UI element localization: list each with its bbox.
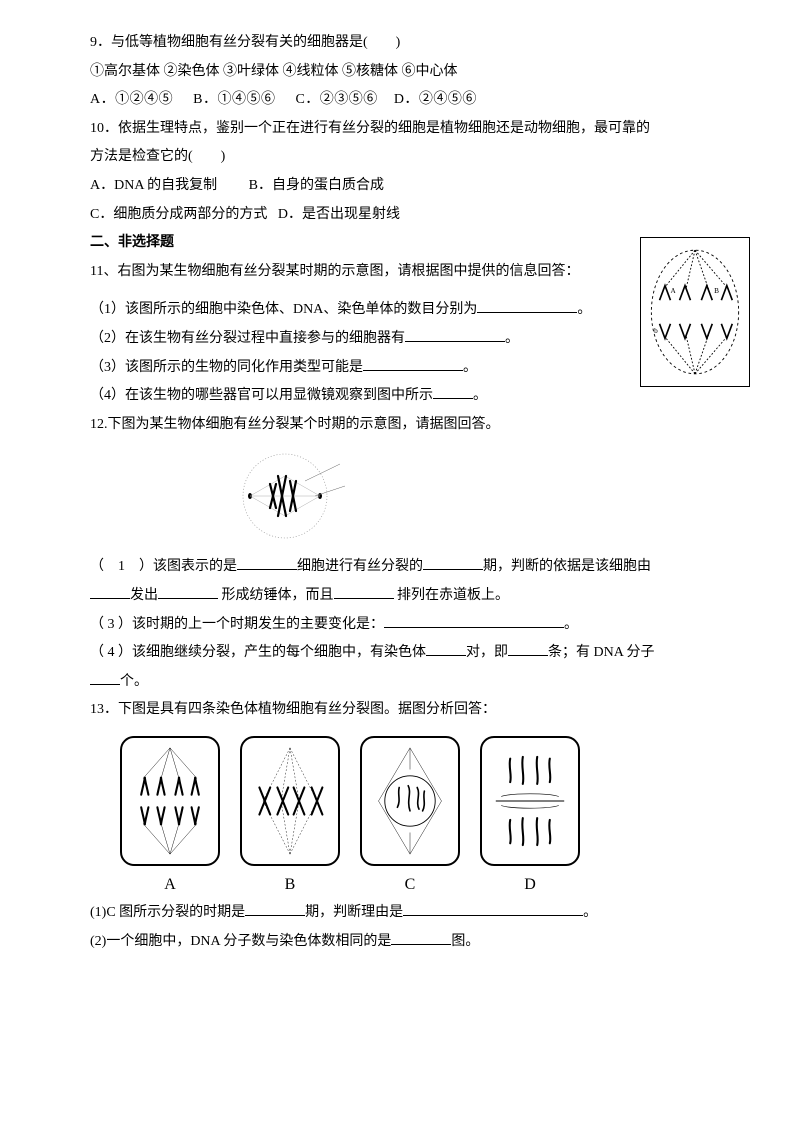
q9-items: ①高尔基体 ②染色体 ③叶绿体 ④线粒体 ⑤核糖体 ⑥中心体 (90, 59, 730, 86)
q9-stem: 9．与低等植物细胞有丝分裂有关的细胞器是( ) (90, 30, 730, 57)
q11-p1a: （1）该图所示的细胞中染色体、DNA、染色单体的数目分别为 (90, 302, 477, 317)
blank (477, 299, 577, 313)
q10-stem2: 方法是检查它的( ) (90, 144, 730, 171)
q13-p1: (1)C 图所示分裂的时期是 期，判断理由是 。 (90, 900, 730, 927)
q11-p2: （2）在该生物有丝分裂过程中直接参与的细胞器有 。 (90, 326, 730, 353)
blank (384, 614, 564, 628)
q9-optA: A．①②④⑤ (90, 92, 173, 107)
blank (508, 642, 548, 656)
q12-p3a: （ 3 ）该时期的上一个时期发生的主要变化是： (90, 617, 384, 632)
section-title: 二、非选择题 (90, 230, 730, 257)
q12-p4a: （ 4 ）该细胞继续分裂，产生的每个细胞中，有染色体 (90, 645, 426, 660)
blank (403, 902, 583, 916)
q11-p1: （1）该图所示的细胞中染色体、DNA、染色单体的数目分别为 。 (90, 297, 730, 324)
q11-p3: （3）该图所示的生物的同化作用类型可能是 。 (90, 355, 730, 382)
q10-optC: C．细胞质分成两部分的方式 (90, 207, 267, 222)
q13-fig-c (360, 736, 460, 866)
blank (237, 556, 297, 570)
q12-p2b: 形成纺锤体，而且 (218, 588, 334, 603)
q13-p2a: (2)一个细胞中，DNA 分子数与染色体数相同的是 (90, 934, 391, 949)
q10-optA: A．DNA 的自我复制 (90, 178, 217, 193)
blank (405, 328, 505, 342)
svg-text:A: A (670, 287, 676, 295)
q10-optB: B．自身的蛋白质合成 (249, 178, 384, 193)
q13-p1a: (1)C 图所示分裂的时期是 (90, 905, 245, 920)
q9-optC: C．②③⑤⑥ (295, 92, 377, 107)
svg-text:B: B (714, 287, 719, 295)
label-a: A (120, 870, 220, 900)
blank (90, 585, 130, 599)
q13-p2b: 图。 (451, 934, 479, 949)
q9-options: A．①②④⑤ B．①④⑤⑥ C．②③⑤⑥ D．②④⑤⑥ (90, 87, 730, 114)
q13-fig-a (120, 736, 220, 866)
q12-p4d: 个。 (120, 674, 148, 689)
label-d: D (480, 870, 580, 900)
q13-stem: 13．下图是具有四条染色体植物细胞有丝分裂图。据图分析回答： (90, 697, 730, 724)
q12-p4-line2: 个。 (90, 669, 730, 696)
blank (158, 585, 218, 599)
q11-p2a: （2）在该生物有丝分裂过程中直接参与的细胞器有 (90, 331, 405, 346)
q13-p1b: 期，判断理由是 (305, 905, 403, 920)
q12-p3: （ 3 ）该时期的上一个时期发生的主要变化是： 。 (90, 612, 730, 639)
label-c: C (360, 870, 460, 900)
q10-optD: D．是否出现星射线 (278, 207, 400, 222)
q13-labels: A B C D (120, 870, 730, 900)
blank (363, 357, 463, 371)
q13-fig-b (240, 736, 340, 866)
q12-p2: 发出 形成纺锤体，而且 排列在赤道板上。 (90, 583, 730, 610)
q12-p2a: 发出 (130, 588, 158, 603)
svg-text:b: b (654, 327, 658, 335)
q12-p4-line1: （ 4 ）该细胞继续分裂，产生的每个细胞中，有染色体 对，即 条；有 DNA 分子 (90, 640, 730, 667)
q12-p4b: 对，即 (466, 645, 508, 660)
q11-p4a: （4）在该生物的哪些器官可以用显微镜观察到图中所示 (90, 388, 433, 403)
q9-optB: B．①④⑤⑥ (193, 92, 275, 107)
q11-p1b: 。 (577, 302, 591, 317)
q9-optD: D．②④⑤⑥ (394, 92, 477, 107)
q11-figure: A B b (640, 237, 750, 387)
q10-optsCD: C．细胞质分成两部分的方式 D．是否出现星射线 (90, 202, 730, 229)
q13-fig-d (480, 736, 580, 866)
q12-p1c: 期，判断的依据是该细胞由 (483, 559, 651, 574)
q11-p2b: 。 (505, 331, 519, 346)
blank (90, 671, 120, 685)
blank (245, 902, 305, 916)
q11-p3b: 。 (463, 360, 477, 375)
blank (423, 556, 483, 570)
q11-p3a: （3）该图所示的生物的同化作用类型可能是 (90, 360, 363, 375)
q12-p1: （ 1 ）该图表示的是 细胞进行有丝分裂的 期，判断的依据是该细胞由 (90, 554, 730, 581)
q12-p1a: （ 1 ）该图表示的是 (90, 559, 237, 574)
q13-p1c: 。 (583, 905, 597, 920)
q10-stem1: 10．依据生理特点，鉴别一个正在进行有丝分裂的细胞是植物细胞还是动物细胞，最可靠… (90, 116, 730, 143)
q12-p4c: 条；有 DNA 分子 (548, 645, 655, 660)
q12-p2c: 排列在赤道板上。 (394, 588, 510, 603)
q11-stem: 11、右图为某生物细胞有丝分裂某时期的示意图，请根据图中提供的信息回答： (90, 259, 730, 286)
blank (391, 931, 451, 945)
q12-p3b: 。 (564, 617, 578, 632)
blank (334, 585, 394, 599)
q13-figures (120, 736, 730, 866)
q11-p4b: 。 (473, 388, 487, 403)
blank (426, 642, 466, 656)
q10-optsAB: A．DNA 的自我复制 B．自身的蛋白质合成 (90, 173, 730, 200)
q13-p2: (2)一个细胞中，DNA 分子数与染色体数相同的是 图。 (90, 929, 730, 956)
label-b: B (240, 870, 340, 900)
q12-stem: 12.下图为某生物体细胞有丝分裂某个时期的示意图，请据图回答。 (90, 412, 730, 439)
blank (433, 385, 473, 399)
q11-p4: （4）在该生物的哪些器官可以用显微镜观察到图中所示 。 (90, 383, 730, 410)
q12-figure (230, 446, 360, 546)
q12-p1b: 细胞进行有丝分裂的 (297, 559, 423, 574)
spacer (90, 287, 730, 295)
